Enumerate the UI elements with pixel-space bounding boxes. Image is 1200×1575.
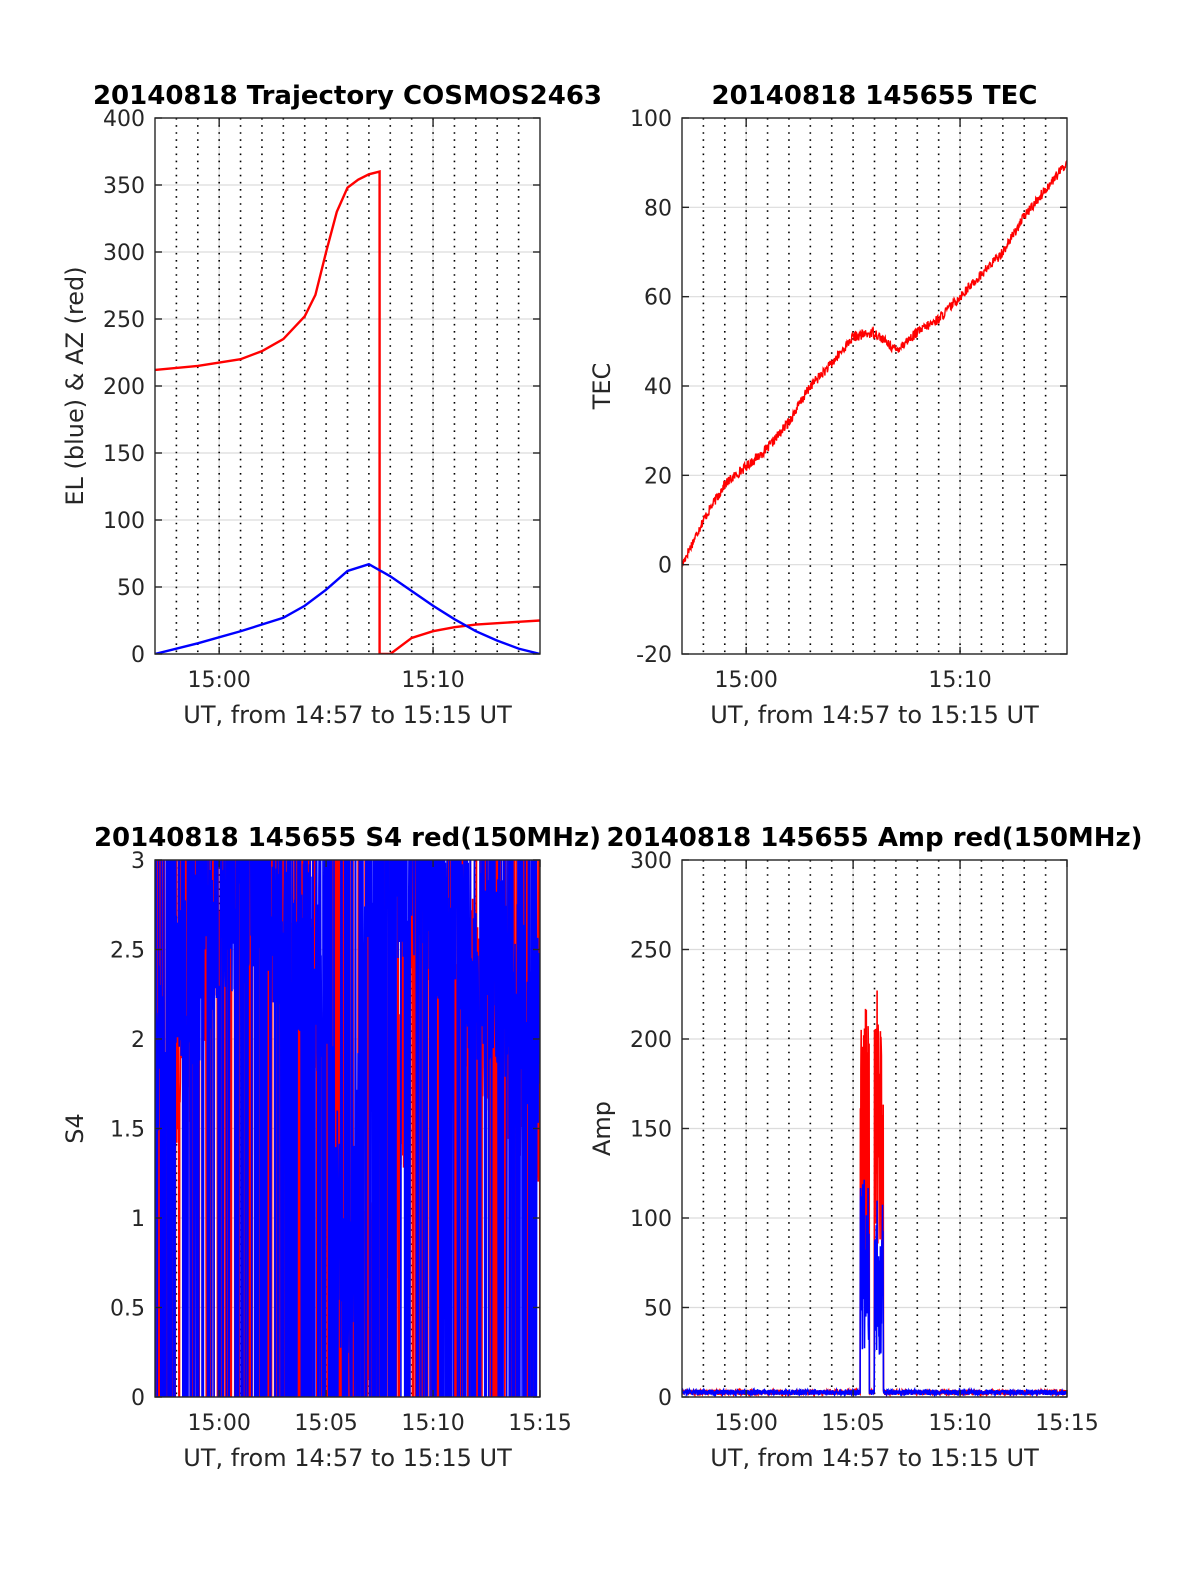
y-tick-label: 150	[103, 442, 145, 467]
y-axis-label: Amp	[588, 1101, 616, 1156]
series-red	[682, 159, 1067, 568]
x-axis-label: UT, from 14:57 to 15:15 UT	[710, 701, 1039, 729]
x-tick-label: 15:15	[508, 1411, 571, 1436]
y-tick-label: 250	[630, 939, 672, 964]
x-axis: 15:00 15:10	[714, 118, 992, 693]
y-tick-label: -20	[636, 643, 672, 668]
y-tick-label: 400	[103, 107, 145, 132]
y-axis: 0 50 100 150 200 250 300	[630, 849, 1067, 1411]
series-blue	[155, 860, 540, 1397]
y-axis: -20 0 20 40 60 80 100	[630, 107, 1067, 668]
y-axis: 0 0.5 1 1.5 2 2.5 3	[110, 849, 540, 1411]
x-tick-label: 15:00	[714, 668, 777, 693]
y-tick-label: 300	[103, 241, 145, 266]
y-tick-label: 3	[131, 849, 145, 874]
chart-title: 20140818 145655 Amp red(150MHz)	[606, 823, 1142, 853]
x-tick-label: 15:00	[187, 668, 250, 693]
x-axis: 15:00 15:10	[187, 118, 465, 693]
y-axis: 0 50 100 150 200 250 300 350 400	[103, 107, 540, 668]
chart-title: 20140818 145655 TEC	[712, 81, 1038, 111]
x-tick-label: 15:00	[714, 1411, 777, 1436]
x-tick-label: 15:10	[401, 668, 464, 693]
y-tick-label: 250	[103, 308, 145, 333]
x-axis-label: UT, from 14:57 to 15:15 UT	[183, 1444, 512, 1472]
y-tick-label: 150	[630, 1118, 672, 1143]
x-tick-label: 15:05	[821, 1411, 884, 1436]
y-tick-label: 1	[131, 1207, 145, 1232]
series-blue	[155, 562, 540, 654]
x-tick-label: 15:05	[294, 1411, 357, 1436]
y-tick-label: 1.5	[110, 1118, 145, 1143]
y-tick-label: 100	[630, 1207, 672, 1232]
y-axis-label: S4	[61, 1113, 89, 1144]
x-tick-label: 15:10	[928, 668, 991, 693]
y-axis-label: TEC	[588, 363, 616, 411]
x-tick-label: 15:10	[928, 1411, 991, 1436]
x-axis: 15:00 15:05 15:10 15:15	[714, 860, 1099, 1436]
chart-trajectory: 0 50 100 150 200 250 300 350 400 15:00 15:10 201408…	[61, 81, 602, 729]
x-tick-label: 15:00	[187, 1411, 250, 1436]
x-axis-label: UT, from 14:57 to 15:15 UT	[710, 1444, 1039, 1472]
y-axis-label: EL (blue) & AZ (red)	[61, 266, 89, 505]
y-tick-label: 0.5	[110, 1297, 145, 1322]
y-tick-label: 2	[131, 1028, 145, 1053]
y-tick-label: 0	[658, 1386, 672, 1411]
y-tick-label: 200	[630, 1028, 672, 1053]
y-tick-label: 50	[117, 576, 145, 601]
y-tick-label: 300	[630, 849, 672, 874]
chart-title: 20140818 145655 S4 red(150MHz)	[94, 823, 601, 853]
chart-title: 20140818 Trajectory COSMOS2463	[93, 81, 602, 111]
chart-s4: 0 0.5 1 1.5 2 2.5 3 15:00 15:05 15:10 15:15 2014081…	[61, 823, 601, 1472]
y-tick-label: 350	[103, 174, 145, 199]
chart-amp: 0 50 100 150 200 250 300 15:00 15:05 15:10 15:15 20…	[588, 823, 1143, 1472]
y-tick-label: 40	[644, 375, 672, 400]
y-tick-label: 100	[630, 107, 672, 132]
x-axis-label: UT, from 14:57 to 15:15 UT	[183, 701, 512, 729]
y-tick-label: 80	[644, 196, 672, 221]
y-tick-label: 20	[644, 464, 672, 489]
y-tick-label: 100	[103, 509, 145, 534]
y-tick-label: 0	[658, 554, 672, 579]
y-tick-label: 50	[644, 1297, 672, 1322]
y-tick-label: 200	[103, 375, 145, 400]
y-tick-label: 60	[644, 286, 672, 311]
y-tick-label: 0	[131, 643, 145, 668]
x-tick-label: 15:15	[1035, 1411, 1098, 1436]
chart-tec: -20 0 20 40 60 80 100 15:00 15:10 20140818 145655…	[588, 81, 1068, 729]
x-tick-label: 15:10	[401, 1411, 464, 1436]
x-axis: 15:00 15:05 15:10 15:15	[187, 860, 572, 1436]
y-tick-label: 0	[131, 1386, 145, 1411]
y-tick-label: 2.5	[110, 939, 145, 964]
